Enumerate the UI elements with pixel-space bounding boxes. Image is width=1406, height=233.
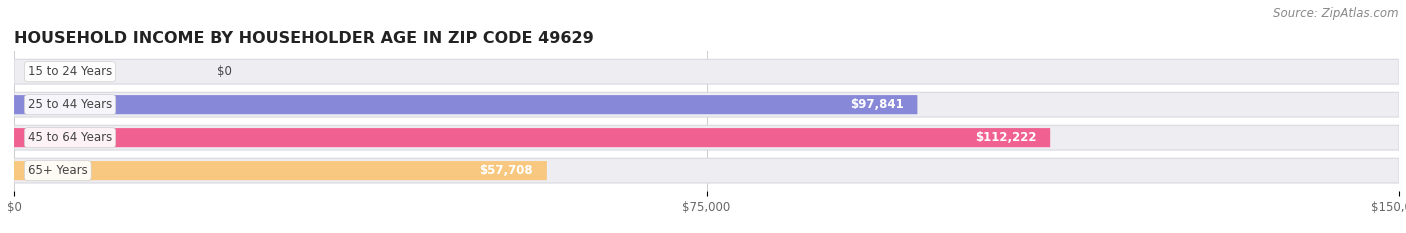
FancyBboxPatch shape <box>14 128 1050 147</box>
FancyBboxPatch shape <box>14 161 547 180</box>
Text: 15 to 24 Years: 15 to 24 Years <box>28 65 112 78</box>
FancyBboxPatch shape <box>14 59 1399 84</box>
FancyBboxPatch shape <box>14 92 1399 117</box>
FancyBboxPatch shape <box>14 158 1399 183</box>
Text: 65+ Years: 65+ Years <box>28 164 87 177</box>
Text: 25 to 44 Years: 25 to 44 Years <box>28 98 112 111</box>
Text: 45 to 64 Years: 45 to 64 Years <box>28 131 112 144</box>
FancyBboxPatch shape <box>14 125 1399 150</box>
Text: HOUSEHOLD INCOME BY HOUSEHOLDER AGE IN ZIP CODE 49629: HOUSEHOLD INCOME BY HOUSEHOLDER AGE IN Z… <box>14 31 593 46</box>
Text: $0: $0 <box>217 65 232 78</box>
Text: $112,222: $112,222 <box>974 131 1036 144</box>
Text: $97,841: $97,841 <box>849 98 904 111</box>
Text: $57,708: $57,708 <box>479 164 533 177</box>
Text: Source: ZipAtlas.com: Source: ZipAtlas.com <box>1274 7 1399 20</box>
FancyBboxPatch shape <box>14 95 917 114</box>
